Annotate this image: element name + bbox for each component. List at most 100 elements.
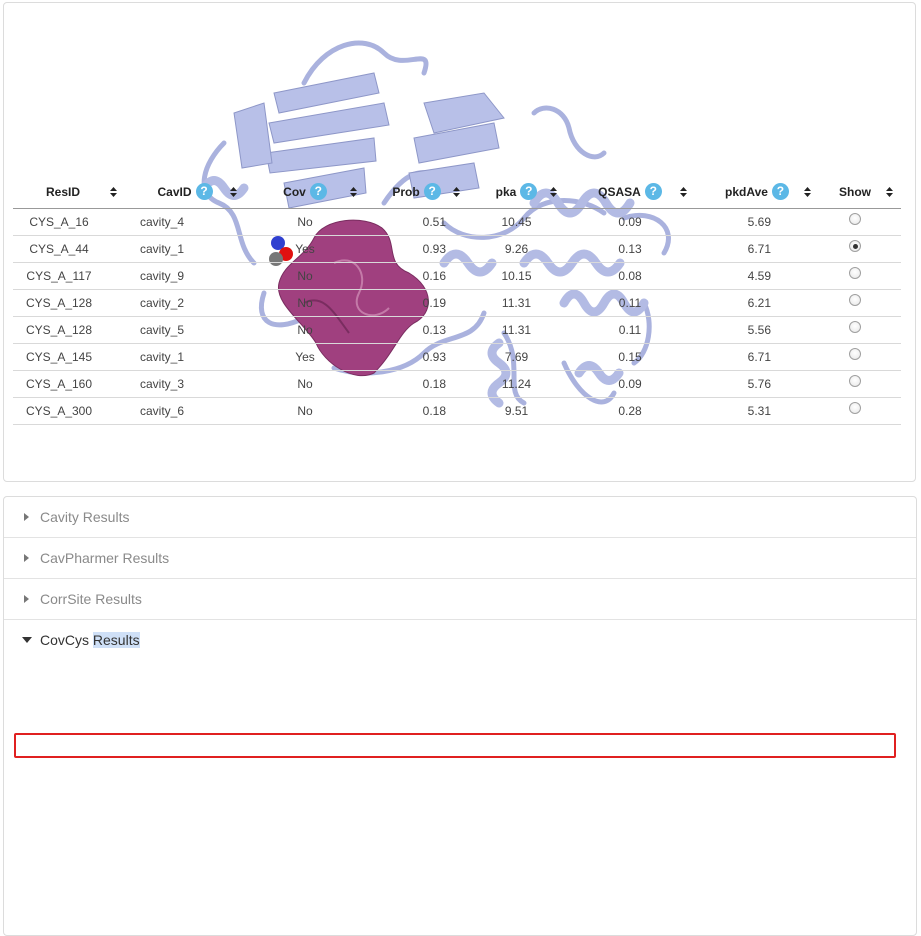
cell-prob: 0.19 xyxy=(365,289,468,317)
cell-prob: 0.93 xyxy=(365,343,468,371)
cell-pka: 9.51 xyxy=(468,397,565,425)
cell-cavid: cavity_5 xyxy=(125,316,245,344)
cell-cavid: cavity_9 xyxy=(125,262,245,290)
column-header-cov[interactable]: Cov? xyxy=(245,176,365,209)
table-row[interactable]: CYS_A_160 cavity_3 No 0.18 11.24 0.09 5.76 xyxy=(13,370,901,398)
cell-prob: 0.18 xyxy=(365,397,468,425)
show-radio-button[interactable] xyxy=(849,267,861,280)
cell-cov: No xyxy=(245,262,365,290)
sort-icon[interactable] xyxy=(350,186,357,198)
column-header-show[interactable]: Show xyxy=(819,176,901,209)
cell-prob: 0.13 xyxy=(365,316,468,344)
table-row[interactable]: CYS_A_117 cavity_9 No 0.16 10.15 0.08 4.59 xyxy=(13,262,901,290)
column-header-resid[interactable]: ResID xyxy=(13,176,125,209)
column-header-label: Show xyxy=(839,184,871,199)
sort-icon[interactable] xyxy=(230,186,237,198)
show-radio-button[interactable] xyxy=(849,321,861,334)
show-radio-button[interactable] xyxy=(849,213,861,226)
show-cell xyxy=(819,289,901,317)
cell-cov: Yes xyxy=(245,343,365,371)
column-header-pkdave[interactable]: pkdAve? xyxy=(695,176,819,209)
caret-right-icon xyxy=(24,595,29,603)
cell-cavid: cavity_6 xyxy=(125,397,245,425)
show-cell xyxy=(819,316,901,344)
cell-cov: No xyxy=(245,370,365,398)
caret-down-icon xyxy=(22,637,32,643)
sort-icon[interactable] xyxy=(110,186,117,198)
cell-resid: CYS_A_16 xyxy=(13,208,125,236)
cell-pkdave: 6.71 xyxy=(695,343,819,371)
cell-cov: No xyxy=(245,289,365,317)
table-row[interactable]: CYS_A_128 cavity_2 No 0.19 11.31 0.11 6.21 xyxy=(13,289,901,317)
cell-resid: CYS_A_44 xyxy=(13,235,125,263)
show-cell xyxy=(819,343,901,371)
cell-pkdave: 6.21 xyxy=(695,289,819,317)
cell-cov: No xyxy=(245,316,365,344)
cell-pka: 10.45 xyxy=(468,208,565,236)
column-header-inner: CavID? xyxy=(157,183,213,201)
show-radio-button[interactable] xyxy=(849,294,861,307)
covcys-label-part1: CovCys xyxy=(40,632,90,648)
table-row[interactable]: CYS_A_44 cavity_1 Yes 0.93 9.26 0.13 6.71 xyxy=(13,235,901,263)
question-mark-icon[interactable]: ? xyxy=(771,183,789,201)
cavpharmer-results-header[interactable]: CavPharmer Results xyxy=(4,538,916,579)
corrsite-results-header[interactable]: CorrSite Results xyxy=(4,579,916,620)
cell-pka: 9.26 xyxy=(468,235,565,263)
sort-icon[interactable] xyxy=(680,186,687,198)
show-cell xyxy=(819,208,901,236)
column-header-prob[interactable]: Prob? xyxy=(365,176,468,209)
cell-pkdave: 5.76 xyxy=(695,370,819,398)
column-header-label: pka xyxy=(495,184,517,199)
show-cell xyxy=(819,235,901,263)
cell-pkdave: 5.31 xyxy=(695,397,819,425)
show-radio-button[interactable] xyxy=(849,348,861,361)
cavpharmer-results-label: CavPharmer Results xyxy=(40,550,170,566)
cell-pkdave: 5.56 xyxy=(695,316,819,344)
column-header-label: CavID xyxy=(157,184,192,199)
covcys-results-table: ResID CavID? Cov? Prob? pka? QSASA? pkdAve? Sho… xyxy=(13,176,901,425)
column-header-inner: Show xyxy=(839,185,871,199)
column-header-inner: pkdAve? xyxy=(725,183,789,201)
cavity-results-header[interactable]: Cavity Results xyxy=(4,497,916,538)
column-header-label: Prob xyxy=(392,184,420,199)
corrsite-results-label: CorrSite Results xyxy=(40,591,142,607)
question-mark-icon[interactable]: ? xyxy=(644,183,662,201)
question-mark-icon[interactable]: ? xyxy=(423,183,441,201)
column-header-label: pkdAve xyxy=(725,184,768,199)
column-header-inner: Cov? xyxy=(283,183,327,201)
cell-prob: 0.18 xyxy=(365,370,468,398)
show-radio-button[interactable] xyxy=(849,240,861,253)
column-header-cavid[interactable]: CavID? xyxy=(125,176,245,209)
question-mark-icon[interactable]: ? xyxy=(309,183,327,201)
column-header-inner: Prob? xyxy=(392,183,441,201)
cell-resid: CYS_A_128 xyxy=(13,316,125,344)
table-row[interactable]: CYS_A_16 cavity_4 No 0.51 10.45 0.09 5.69 xyxy=(13,208,901,236)
column-header-inner: pka? xyxy=(495,183,538,201)
cell-qsasa: 0.13 xyxy=(565,235,695,263)
sort-icon[interactable] xyxy=(886,186,893,198)
sort-icon[interactable] xyxy=(550,186,557,198)
show-radio-button[interactable] xyxy=(849,375,861,388)
cell-pka: 7.69 xyxy=(468,343,565,371)
table-row[interactable]: CYS_A_145 cavity_1 Yes 0.93 7.69 0.15 6.71 xyxy=(13,343,901,371)
question-mark-icon[interactable]: ? xyxy=(520,183,538,201)
cell-resid: CYS_A_117 xyxy=(13,262,125,290)
covcys-results-label: CovCys Results xyxy=(40,632,140,648)
cell-pkdave: 6.71 xyxy=(695,235,819,263)
cell-qsasa: 0.08 xyxy=(565,262,695,290)
table-row[interactable]: CYS_A_128 cavity_5 No 0.13 11.31 0.11 5.56 xyxy=(13,316,901,344)
question-mark-icon[interactable]: ? xyxy=(195,183,213,201)
column-header-qsasa[interactable]: QSASA? xyxy=(565,176,695,209)
covcys-results-header[interactable]: CovCys Results xyxy=(4,620,916,661)
column-header-label: ResID xyxy=(45,184,80,199)
cell-pka: 10.15 xyxy=(468,262,565,290)
sort-icon[interactable] xyxy=(804,186,811,198)
cell-cov: No xyxy=(245,397,365,425)
cell-cavid: cavity_4 xyxy=(125,208,245,236)
column-header-pka[interactable]: pka? xyxy=(468,176,565,209)
table-row[interactable]: CYS_A_300 cavity_6 No 0.18 9.51 0.28 5.31 xyxy=(13,397,901,425)
sort-icon[interactable] xyxy=(453,186,460,198)
covcys-label-part2: Results xyxy=(92,632,140,648)
show-radio-button[interactable] xyxy=(849,402,861,415)
cell-prob: 0.16 xyxy=(365,262,468,290)
